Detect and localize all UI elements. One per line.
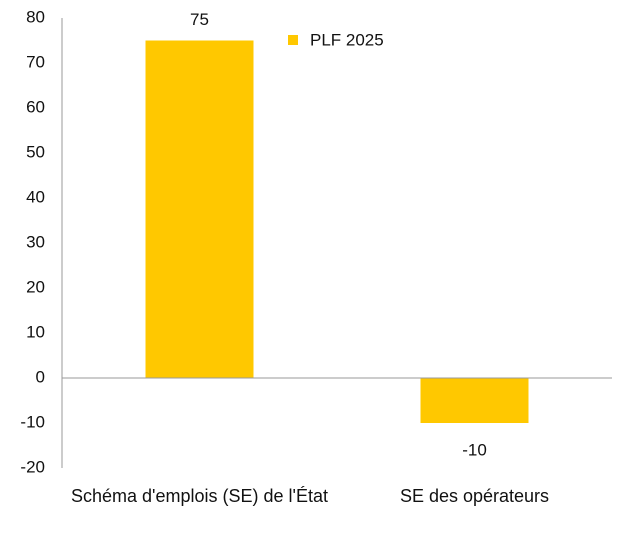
y-tick-label: 80 <box>26 7 45 26</box>
y-tick-label: 30 <box>26 232 45 251</box>
bar <box>145 40 254 378</box>
x-tick-label: Schéma d'emplois (SE) de l'État <box>71 486 328 506</box>
y-tick-label: 60 <box>26 97 45 116</box>
x-tick-label: SE des opérateurs <box>399 486 550 506</box>
bar <box>420 378 529 423</box>
y-tick-label: 10 <box>26 322 45 341</box>
legend-swatch <box>288 35 298 45</box>
legend-label: PLF 2025 <box>310 30 384 49</box>
y-tick-label: 0 <box>36 367 45 386</box>
y-tick-label: 70 <box>26 52 45 71</box>
y-tick-label: -10 <box>20 412 45 431</box>
y-tick-label: 20 <box>26 277 45 296</box>
y-tick-label: 40 <box>26 187 45 206</box>
y-tick-label: 50 <box>26 142 45 161</box>
data-label: -10 <box>462 440 487 459</box>
y-tick-label: -20 <box>20 457 45 476</box>
data-label: 75 <box>190 10 209 29</box>
